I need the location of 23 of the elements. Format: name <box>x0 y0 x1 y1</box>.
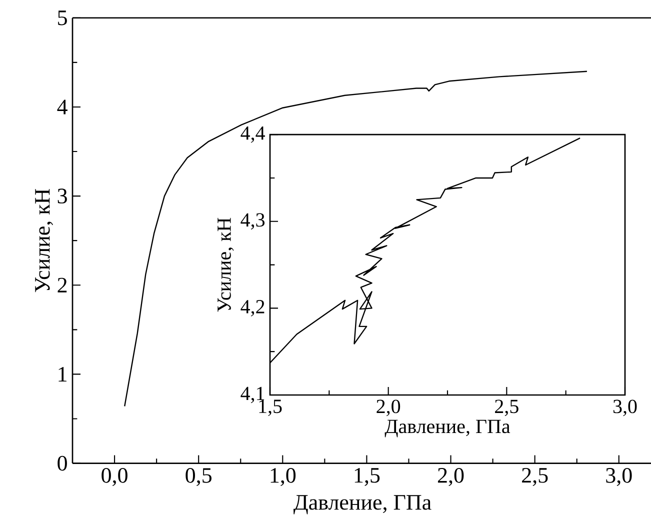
y-axis-title: Усилие, кН <box>218 218 234 312</box>
x-tick-label: 2,0 <box>438 468 464 486</box>
y-tick-label: 3 <box>58 188 67 204</box>
y-tick-label: 4,3 <box>240 213 265 230</box>
x-tick-label: 3,0 <box>606 468 632 486</box>
x-tick-label: 1,5 <box>354 468 380 486</box>
x-tick-label: 1,0 <box>270 468 296 486</box>
y-tick-label: 4,2 <box>240 300 264 316</box>
x-tick-label: 2,5 <box>522 468 548 486</box>
x-tick-label: 0,0 <box>102 468 128 486</box>
y-tick-label: 5 <box>58 10 67 26</box>
y-tick-label: 1 <box>58 366 66 382</box>
x-tick-label: 2,0 <box>376 400 400 416</box>
x-tick-label: 2,5 <box>495 400 518 416</box>
y-tick-label: 4 <box>57 100 68 114</box>
y-tick-label: 4,4 <box>240 126 265 143</box>
y-tick-label: 2 <box>58 278 67 292</box>
x-tick-label: 3,0 <box>613 400 637 416</box>
x-tick-label: 0,5 <box>186 468 212 486</box>
y-tick-label: 0 <box>58 456 67 471</box>
x-axis-title: Давление, ГПа <box>294 495 432 514</box>
x-axis-title: Давление, ГПа <box>384 420 510 438</box>
y-axis-title: Усилие, кН <box>35 188 53 292</box>
